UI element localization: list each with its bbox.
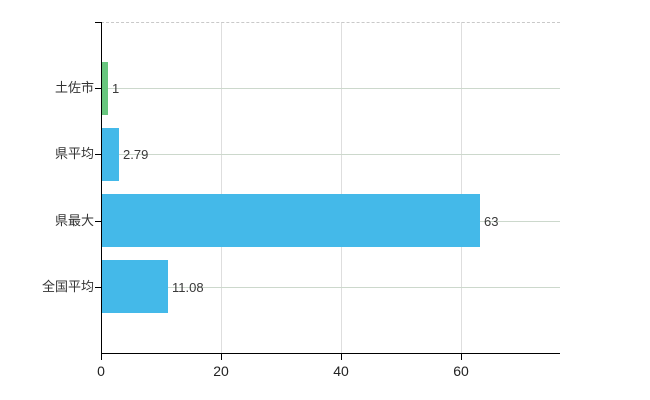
x-axis-tick	[101, 354, 102, 360]
category-label: 全国平均	[41, 279, 94, 294]
vertical-gridline	[461, 22, 462, 353]
y-axis-tick	[95, 22, 101, 23]
plot-top-border	[101, 22, 560, 23]
x-tick-label: 20	[213, 363, 229, 379]
horizontal-gridline	[102, 88, 560, 89]
y-axis-tick	[95, 88, 101, 89]
chart-bar	[102, 62, 108, 115]
bar-value-label: 63	[484, 214, 499, 229]
horizontal-gridline	[102, 287, 560, 288]
chart-bar	[102, 194, 480, 247]
horizontal-gridline	[102, 154, 560, 155]
x-axis-line	[101, 353, 560, 354]
x-axis-tick	[221, 354, 222, 360]
bar-value-label: 2.79	[123, 147, 149, 162]
x-tick-label: 40	[333, 363, 349, 379]
bar-value-label: 1	[112, 81, 120, 96]
x-tick-label: 60	[453, 363, 469, 379]
x-tick-label: 0	[97, 363, 105, 379]
chart-bar	[102, 260, 168, 313]
y-axis-tick	[95, 154, 101, 155]
vertical-gridline	[341, 22, 342, 353]
x-axis-tick	[461, 354, 462, 360]
y-axis-tick	[95, 287, 101, 288]
x-axis-tick	[341, 354, 342, 360]
bar-value-label: 11.08	[172, 280, 204, 295]
y-axis-line	[101, 22, 102, 353]
vertical-gridline	[221, 22, 222, 353]
category-label: 県最大	[54, 213, 94, 228]
chart-bar	[102, 128, 119, 181]
y-axis-tick	[95, 221, 101, 222]
category-label: 土佐市	[54, 80, 94, 95]
category-label: 県平均	[54, 146, 94, 161]
